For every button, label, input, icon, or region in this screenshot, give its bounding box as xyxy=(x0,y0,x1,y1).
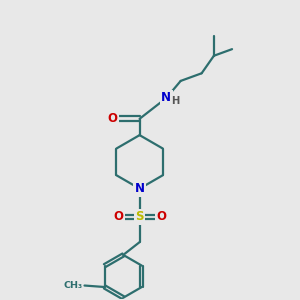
Text: H: H xyxy=(171,96,179,106)
Text: CH₃: CH₃ xyxy=(63,281,82,290)
Text: O: O xyxy=(113,210,123,224)
Text: O: O xyxy=(156,210,166,224)
Text: N: N xyxy=(135,182,145,195)
Text: O: O xyxy=(108,112,118,125)
Text: S: S xyxy=(135,210,144,224)
Text: N: N xyxy=(161,92,171,104)
